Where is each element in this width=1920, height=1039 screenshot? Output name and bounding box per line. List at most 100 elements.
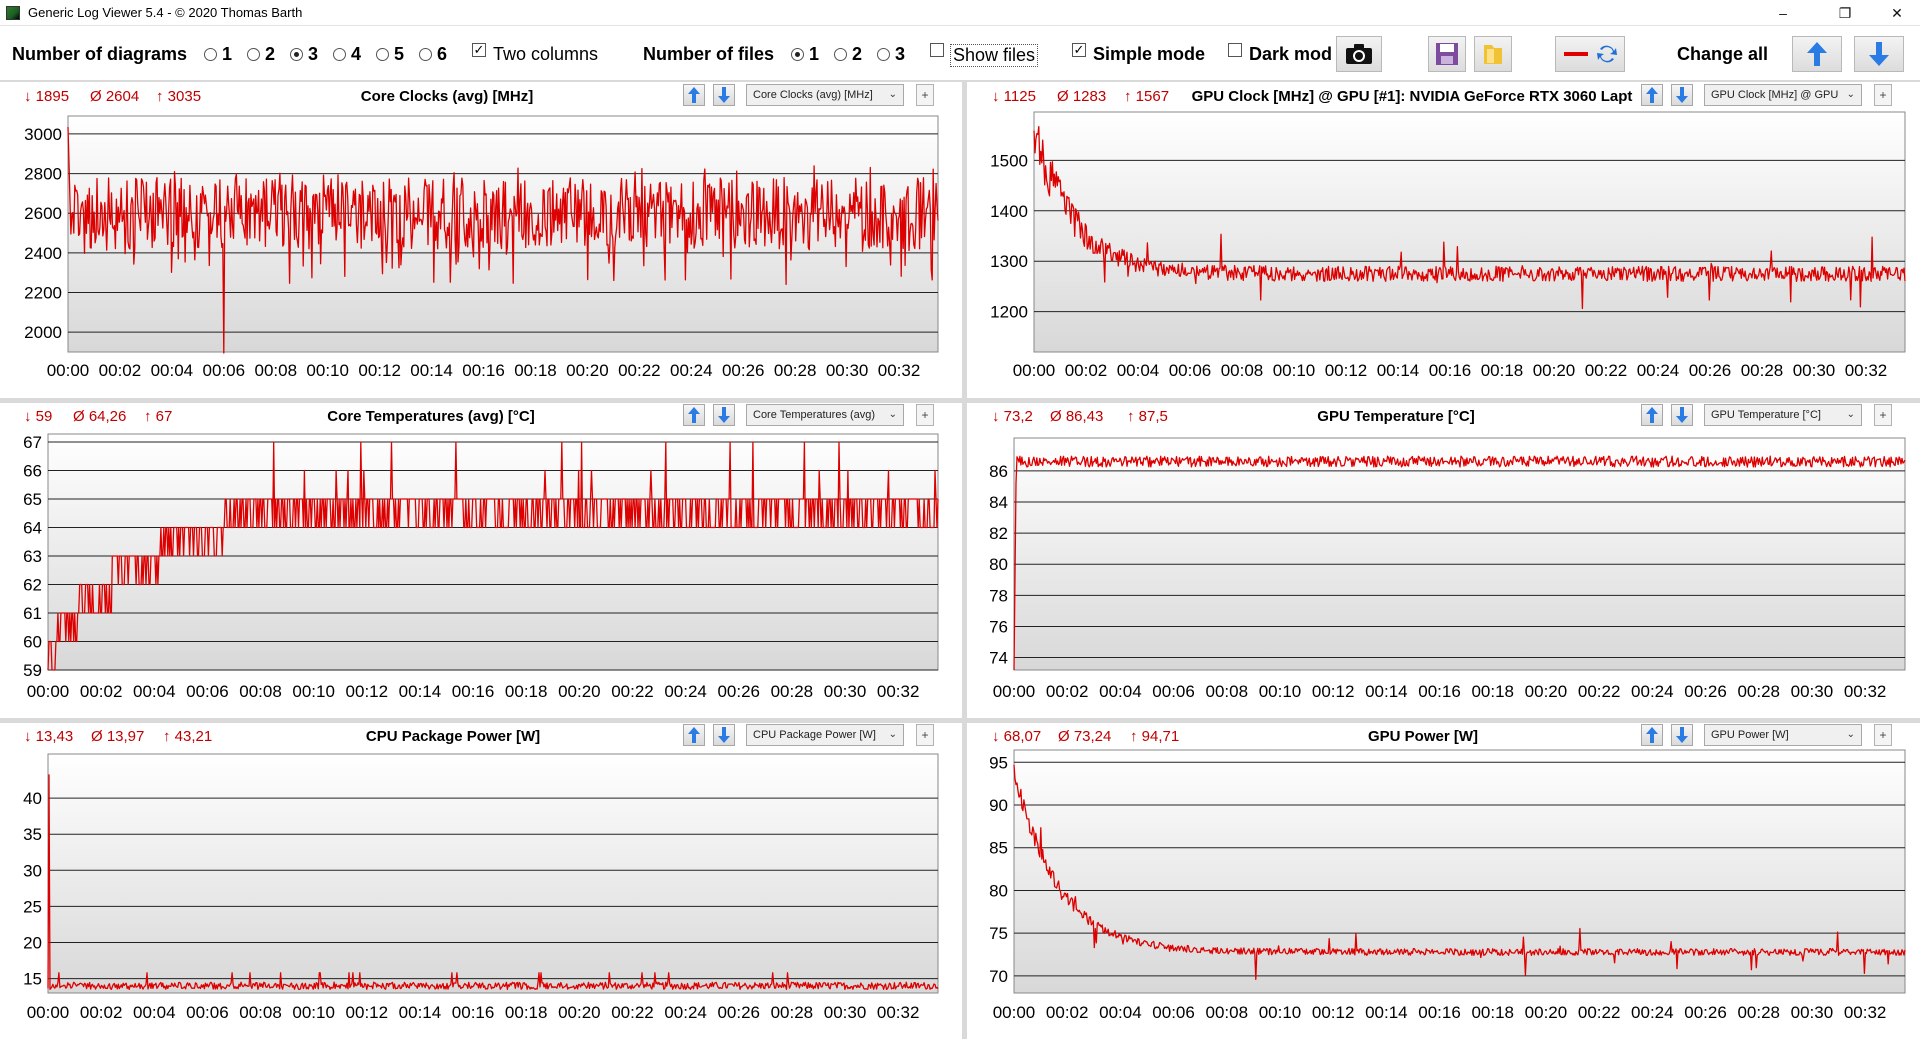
add-series-button[interactable]: + (1874, 84, 1892, 106)
stat-max: ↑ 94,71 (1130, 728, 1180, 745)
num-diagrams-radio-3[interactable] (290, 48, 303, 61)
diagram-title: GPU Temperature [°C] (1317, 408, 1475, 425)
screenshot-button[interactable] (1336, 36, 1382, 72)
dark-mode-checkbox[interactable] (1228, 43, 1242, 57)
minimize-button[interactable]: – (1779, 5, 1787, 21)
move-down-button[interactable] (713, 84, 735, 106)
num-diagrams-label: Number of diagrams (12, 44, 188, 64)
diagram-title: Core Temperatures (avg) [°C] (327, 408, 535, 425)
diagram-title: GPU Power [W] (1367, 728, 1478, 745)
save-button[interactable] (1428, 36, 1466, 72)
stat-avg: Ø 2604 (90, 88, 140, 105)
series-select[interactable]: Core Clocks (avg) [MHz] ⌄ (746, 84, 904, 106)
diagram-panel-cpu-power (0, 724, 962, 1039)
move-up-button[interactable] (683, 404, 705, 426)
stat-max: ↑ 43,21 (163, 728, 213, 745)
arrow-down-icon (718, 87, 730, 103)
series-select-value: GPU Power [W] (1711, 729, 1789, 741)
series-select[interactable]: GPU Temperature [°C] ⌄ (1704, 404, 1862, 426)
app-icon (6, 5, 20, 20)
change-all-up-button[interactable] (1792, 36, 1842, 72)
num-diagrams-radio-label: 6 (437, 44, 448, 64)
num-diagrams-radio-label: 2 (265, 44, 276, 64)
num-files-radio-2[interactable] (834, 48, 847, 61)
chevron-down-icon: ⌄ (1846, 729, 1855, 740)
arrow-up-icon (1646, 727, 1658, 743)
stat-max: ↑ 3035 (156, 88, 202, 105)
move-down-button[interactable] (713, 404, 735, 426)
stat-avg: Ø 1283 (1057, 88, 1107, 105)
num-diagrams-radio-label: 4 (351, 44, 362, 64)
move-down-button[interactable] (1671, 724, 1693, 746)
num-diagrams-radio-label: 3 (308, 44, 319, 64)
num-files-radio-label: 1 (809, 44, 820, 64)
series-select[interactable]: GPU Power [W] ⌄ (1704, 724, 1862, 746)
add-series-button[interactable]: + (916, 724, 934, 746)
series-select-value: Core Temperatures (avg) (753, 409, 876, 421)
two-columns-checkbox[interactable]: ✓ (472, 42, 486, 57)
open-folder-button[interactable] (1474, 36, 1512, 72)
move-down-button[interactable] (1671, 404, 1693, 426)
diagram-panel-core-temps (0, 404, 962, 718)
arrow-down-icon (1869, 42, 1889, 66)
chevron-down-icon: ⌄ (888, 729, 897, 740)
stat-min: ↓ 1125 (992, 88, 1036, 105)
arrow-up-icon (1646, 407, 1658, 423)
num-files-radio-3[interactable] (877, 48, 890, 61)
diagram-title: CPU Package Power [W] (365, 728, 541, 745)
num-diagrams-radio-label: 5 (394, 44, 405, 64)
num-files-label: Number of files (643, 44, 775, 64)
show-files-checkbox[interactable] (930, 43, 944, 57)
num-diagrams-radio-2[interactable] (247, 48, 260, 61)
move-up-button[interactable] (1641, 724, 1663, 746)
arrow-down-icon (1676, 727, 1688, 743)
stat-min: ↓ 73,2 (992, 408, 1033, 425)
stat-max: ↑ 67 (144, 408, 173, 425)
series-select[interactable]: CPU Package Power [W] ⌄ (746, 724, 904, 746)
move-down-button[interactable] (1671, 84, 1693, 106)
move-up-button[interactable] (683, 84, 705, 106)
num-diagrams-radio-1[interactable] (204, 48, 217, 61)
diagram-panel-gpu-temp (967, 404, 1920, 718)
chevron-down-icon: ⌄ (888, 409, 897, 420)
diagram-title: GPU Clock [MHz] @ GPU [#1]: NVIDIA GeFor… (1191, 88, 1633, 105)
show-files-label: Show files (950, 44, 1039, 67)
series-select[interactable]: GPU Clock [MHz] @ GPU ⌄ (1704, 84, 1862, 106)
add-series-button[interactable]: + (1874, 404, 1892, 426)
chevron-down-icon: ⌄ (888, 89, 897, 100)
arrow-down-icon (718, 407, 730, 423)
arrow-up-icon (688, 407, 700, 423)
simple-mode-label: Simple mode (1093, 44, 1206, 64)
num-diagrams-radio-6[interactable] (419, 48, 432, 61)
series-select-value: CPU Package Power [W] (753, 729, 876, 741)
arrow-up-icon (688, 727, 700, 743)
num-diagrams-radio-5[interactable] (376, 48, 389, 61)
window-title: Generic Log Viewer 5.4 - © 2020 Thomas B… (28, 5, 303, 20)
stat-min: ↓ 1895 (24, 88, 70, 105)
diagram-panel-gpu-power (967, 724, 1920, 1039)
series-select[interactable]: Core Temperatures (avg) ⌄ (746, 404, 904, 426)
stat-max: ↑ 1567 (1124, 88, 1170, 105)
move-down-button[interactable] (713, 724, 735, 746)
num-diagrams-radio-4[interactable] (333, 48, 346, 61)
move-up-button[interactable] (1641, 404, 1663, 426)
restore-button[interactable]: ❐ (1838, 4, 1852, 21)
add-series-button[interactable]: + (916, 404, 934, 426)
title-bar: Generic Log Viewer 5.4 - © 2020 Thomas B… (0, 0, 1920, 26)
swap-color-button[interactable] (1555, 36, 1625, 72)
move-up-button[interactable] (1641, 84, 1663, 106)
two-columns-label: Two columns (493, 44, 599, 64)
change-all-label: Change all (1677, 44, 1769, 64)
add-series-button[interactable]: + (916, 84, 934, 106)
add-series-button[interactable]: + (1874, 724, 1892, 746)
arrow-down-icon (1676, 87, 1688, 103)
move-up-button[interactable] (683, 724, 705, 746)
change-all-down-button[interactable] (1854, 36, 1904, 72)
arrow-up-icon (1807, 42, 1827, 66)
close-button[interactable]: ✕ (1891, 4, 1903, 21)
series-select-value: Core Clocks (avg) [MHz] (753, 89, 873, 101)
row-separator (0, 398, 1920, 403)
simple-mode-checkbox[interactable]: ✓ (1072, 42, 1086, 57)
num-files-radio-1[interactable] (791, 48, 804, 61)
